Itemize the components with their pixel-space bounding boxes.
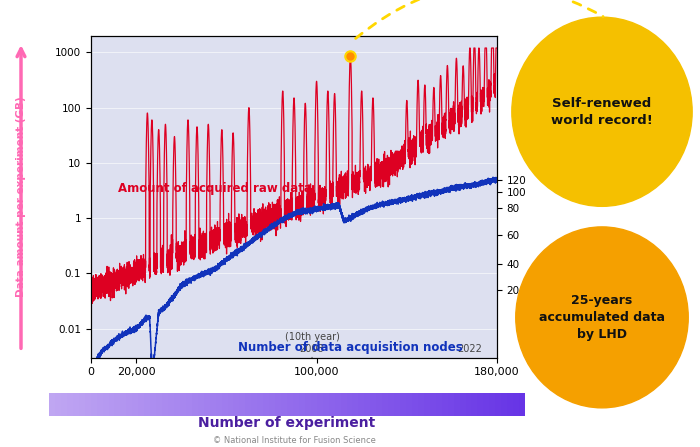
FancyArrow shape (382, 393, 389, 416)
FancyArrow shape (78, 393, 85, 416)
FancyArrow shape (341, 393, 346, 416)
FancyArrow shape (221, 393, 228, 416)
FancyArrow shape (127, 393, 132, 416)
FancyArrow shape (132, 393, 139, 416)
FancyArrow shape (186, 393, 192, 416)
FancyArrow shape (204, 393, 210, 416)
FancyArrow shape (97, 393, 103, 416)
FancyArrow shape (103, 393, 108, 416)
FancyArrow shape (489, 393, 496, 416)
Text: 2022: 2022 (458, 344, 482, 354)
FancyArrow shape (430, 393, 436, 416)
FancyArrow shape (162, 393, 168, 416)
FancyArrow shape (352, 393, 358, 416)
FancyArrow shape (311, 393, 317, 416)
Text: Self-renewed
world record!: Self-renewed world record! (551, 97, 653, 127)
FancyArrow shape (358, 393, 365, 416)
FancyArrow shape (323, 393, 329, 416)
FancyArrow shape (335, 393, 341, 416)
FancyArrow shape (91, 393, 97, 416)
FancyArrow shape (228, 393, 234, 416)
FancyArrow shape (346, 393, 353, 416)
FancyArrow shape (400, 393, 406, 416)
FancyArrow shape (108, 393, 115, 416)
FancyArrow shape (459, 393, 466, 416)
FancyArrow shape (466, 393, 472, 416)
Circle shape (512, 17, 692, 207)
Text: (10th year)
2008: (10th year) 2008 (285, 332, 340, 354)
FancyArrow shape (156, 393, 162, 416)
FancyArrow shape (139, 393, 144, 416)
Text: © National Institute for Fusion Science: © National Institute for Fusion Science (213, 436, 375, 445)
FancyArrow shape (293, 393, 299, 416)
FancyArrow shape (180, 393, 186, 416)
FancyArrow shape (388, 393, 394, 416)
FancyArrow shape (245, 393, 251, 416)
FancyArrow shape (150, 393, 156, 416)
FancyArrow shape (168, 393, 174, 416)
FancyArrow shape (144, 393, 150, 416)
FancyArrow shape (55, 393, 61, 416)
FancyArrow shape (305, 393, 311, 416)
FancyArrow shape (418, 393, 424, 416)
FancyArrow shape (442, 393, 448, 416)
FancyArrow shape (507, 393, 513, 416)
FancyArrow shape (73, 393, 79, 416)
FancyArrow shape (275, 393, 281, 416)
FancyArrow shape (192, 393, 198, 416)
FancyArrow shape (394, 393, 400, 416)
FancyArrow shape (477, 393, 484, 416)
FancyArrow shape (329, 393, 335, 416)
FancyArrow shape (234, 393, 239, 416)
FancyArrow shape (519, 393, 525, 416)
FancyArrow shape (496, 393, 501, 416)
FancyArrow shape (197, 393, 204, 416)
FancyArrow shape (299, 393, 305, 416)
Text: Number of experiment: Number of experiment (198, 416, 376, 430)
FancyArrow shape (210, 393, 216, 416)
FancyArrow shape (513, 393, 519, 416)
FancyArrow shape (435, 393, 442, 416)
FancyArrow shape (251, 393, 258, 416)
FancyArrow shape (287, 393, 293, 416)
FancyArrow shape (316, 393, 323, 416)
FancyArrow shape (258, 393, 263, 416)
Text: Data amount per experiment (GB): Data amount per experiment (GB) (16, 96, 26, 297)
FancyArrow shape (518, 388, 544, 421)
Text: Amount of acquired raw data: Amount of acquired raw data (118, 182, 312, 195)
FancyArrow shape (406, 393, 412, 416)
FancyArrow shape (85, 393, 91, 416)
FancyArrow shape (49, 393, 55, 416)
Text: Number of data acquisition nodes: Number of data acquisition nodes (237, 341, 463, 354)
FancyArrow shape (67, 393, 73, 416)
FancyArrow shape (239, 393, 246, 416)
FancyArrow shape (61, 393, 67, 416)
Text: 25-years
accumulated data
by LHD: 25-years accumulated data by LHD (539, 294, 665, 341)
FancyArrow shape (501, 393, 508, 416)
FancyArrow shape (370, 393, 377, 416)
FancyArrow shape (412, 393, 418, 416)
FancyArrow shape (270, 393, 275, 416)
FancyArrow shape (472, 393, 477, 416)
FancyArrow shape (424, 393, 430, 416)
FancyArrow shape (216, 393, 222, 416)
FancyArrow shape (174, 393, 180, 416)
FancyArrow shape (281, 393, 287, 416)
FancyArrow shape (263, 393, 270, 416)
Circle shape (516, 227, 688, 408)
FancyArrow shape (120, 393, 127, 416)
FancyArrow shape (454, 393, 460, 416)
FancyArrow shape (364, 393, 370, 416)
FancyArrow shape (483, 393, 489, 416)
FancyArrow shape (115, 393, 120, 416)
FancyArrow shape (377, 393, 382, 416)
FancyArrow shape (448, 393, 454, 416)
